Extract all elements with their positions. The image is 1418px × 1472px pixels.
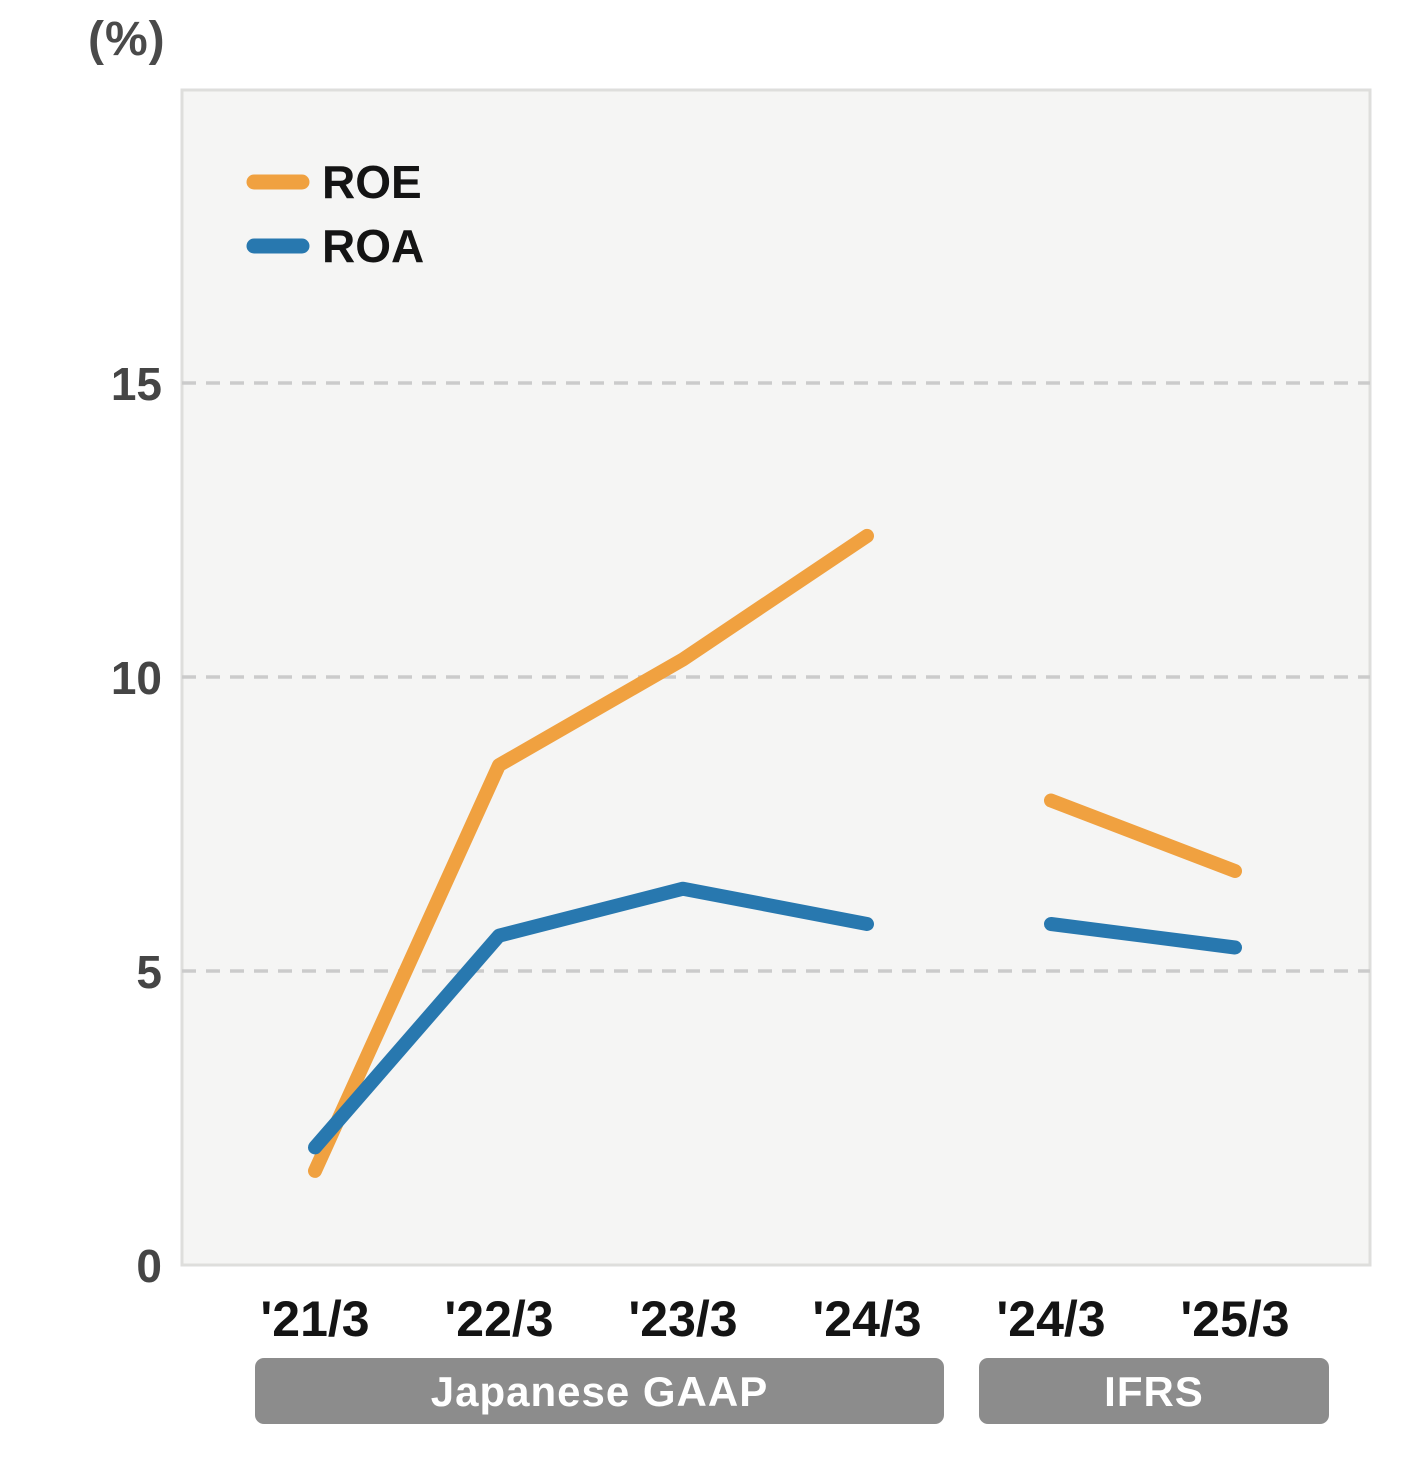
y-tick-label-10: 10 (111, 652, 162, 704)
series-line-roe-segment-2 (1044, 793, 1242, 878)
legend-label-roe: ROE (322, 156, 422, 208)
series-line-roe-segment-1 (308, 528, 874, 1178)
x-tick-label-4: '24/3 (996, 1291, 1105, 1347)
group-bar-rect-japanese-gaap (255, 1358, 944, 1424)
x-tick-label-5: '25/3 (1180, 1291, 1289, 1347)
x-tick-label-3: '24/3 (812, 1291, 921, 1347)
y-tick-label-15: 15 (111, 358, 162, 410)
x-tick-label-2: '23/3 (628, 1291, 737, 1347)
y-tick-label-0: 0 (136, 1240, 162, 1292)
group-bar-ifrs: IFRS (979, 1358, 1329, 1424)
y-axis-unit-label: (%) (88, 13, 166, 66)
group-bar-label-japanese-gaap: Japanese GAAP (431, 1368, 768, 1415)
group-bar-japanese-gaap: Japanese GAAP (255, 1358, 944, 1424)
y-tick-label-5: 5 (136, 946, 162, 998)
x-tick-label-0: '21/3 (260, 1291, 369, 1347)
series-line-roa-segment-1 (308, 881, 874, 1155)
legend-item-roe: ROE (246, 156, 422, 208)
legend-label-roa: ROA (322, 220, 424, 272)
series-line-roa-segment-2 (1044, 917, 1242, 955)
x-tick-label-1: '22/3 (444, 1291, 553, 1347)
group-bar-rect-ifrs (979, 1358, 1329, 1424)
group-bar-label-ifrs: IFRS (1104, 1368, 1204, 1415)
legend-item-roa: ROA (246, 220, 424, 272)
